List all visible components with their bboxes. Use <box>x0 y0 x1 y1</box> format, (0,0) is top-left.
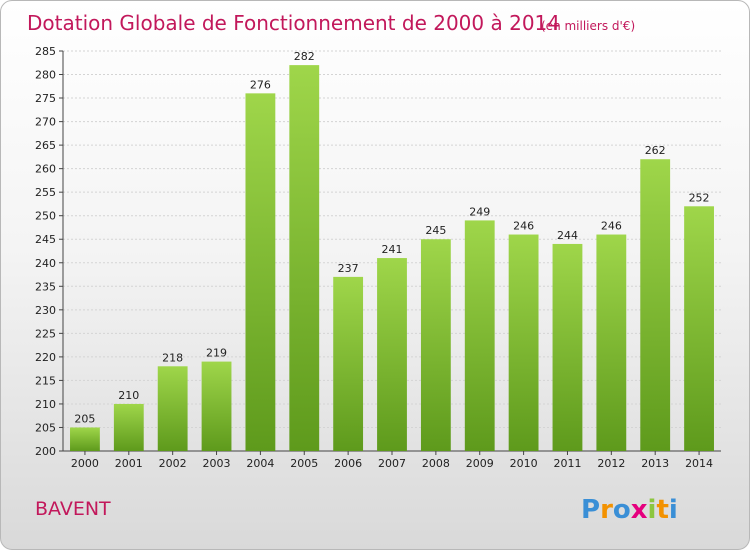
logo-letter: r <box>600 495 613 525</box>
x-tick-label-2001: 2001 <box>115 457 143 470</box>
value-label-2006: 237 <box>338 262 359 275</box>
x-tick-label-2000: 2000 <box>71 457 99 470</box>
bar-2009 <box>464 220 495 451</box>
value-label-2001: 210 <box>118 389 139 402</box>
y-tick-label: 215 <box>35 374 56 387</box>
y-tick-label: 240 <box>35 257 56 270</box>
proxiti-logo: Proxiti <box>581 495 678 525</box>
logo-letter: x <box>631 495 648 525</box>
x-tick-label-2011: 2011 <box>553 457 581 470</box>
y-tick-label: 285 <box>35 45 56 58</box>
x-tick-label-2013: 2013 <box>641 457 669 470</box>
chart-title: Dotation Globale de Fonctionnement de 20… <box>27 11 560 35</box>
value-label-2008: 245 <box>425 224 446 237</box>
value-labels: 205 210 218 219 276 282 237 241 245 249 246 244 246 2… <box>74 50 709 425</box>
y-tick-label: 270 <box>35 116 56 129</box>
x-tick-label-2007: 2007 <box>378 457 406 470</box>
bar-2001 <box>113 403 144 451</box>
y-tick-label: 255 <box>35 186 56 199</box>
y-tick-label: 265 <box>35 139 56 152</box>
bar-2013 <box>640 159 671 451</box>
x-tick-labels: 2000 2001 2002 2003 2004 2005 2006 2007 2008 2009… <box>71 457 713 470</box>
logo-letter: o <box>613 495 631 525</box>
bar-2003 <box>201 361 232 451</box>
logo-letter: t <box>656 495 668 525</box>
chart-subtitle: (en milliers d'€) <box>541 19 635 33</box>
y-tick-label: 205 <box>35 421 56 434</box>
x-tick-label-2005: 2005 <box>290 457 318 470</box>
y-tick-label: 250 <box>35 210 56 223</box>
y-tick-label: 200 <box>35 445 56 458</box>
y-tick-label: 245 <box>35 233 56 246</box>
x-tick-label-2014: 2014 <box>685 457 713 470</box>
bar-2006 <box>333 276 364 451</box>
y-tick-label: 225 <box>35 327 56 340</box>
value-label-2003: 219 <box>206 347 227 360</box>
value-label-2002: 218 <box>162 351 183 364</box>
bar-2000 <box>70 427 100 451</box>
gridlines <box>63 50 721 452</box>
value-label-2014: 252 <box>689 191 710 204</box>
bars <box>70 65 714 452</box>
x-tick-label-2008: 2008 <box>422 457 450 470</box>
value-label-2011: 244 <box>557 229 578 242</box>
value-label-2000: 205 <box>74 412 95 425</box>
y-tick-label: 280 <box>35 69 56 82</box>
bar-2010 <box>508 234 539 451</box>
x-tick-label-2010: 2010 <box>510 457 538 470</box>
x-tick-label-2004: 2004 <box>246 457 274 470</box>
x-tick-label-2003: 2003 <box>203 457 231 470</box>
x-tick-label-2002: 2002 <box>159 457 187 470</box>
x-tick-label-2006: 2006 <box>334 457 362 470</box>
bar-2007 <box>377 258 407 451</box>
value-label-2004: 276 <box>250 78 271 91</box>
commune-name: BAVENT <box>35 498 111 520</box>
y-tick-label: 230 <box>35 304 56 317</box>
value-label-2005: 282 <box>294 50 315 63</box>
bar-2004 <box>245 93 276 452</box>
value-label-2012: 246 <box>601 220 622 233</box>
logo-letter: i <box>669 495 678 525</box>
logo-letter: P <box>581 495 600 525</box>
x-tick-label-2012: 2012 <box>597 457 625 470</box>
bar-2002 <box>157 366 188 451</box>
y-tick-label: 210 <box>35 398 56 411</box>
value-label-2013: 262 <box>645 144 666 157</box>
y-tick-label: 220 <box>35 351 56 364</box>
value-label-2007: 241 <box>382 243 403 256</box>
bar-2005 <box>289 65 320 451</box>
y-tick-label: 235 <box>35 280 56 293</box>
bar-2014 <box>684 206 714 451</box>
bar-2012 <box>596 234 627 451</box>
value-label-2010: 246 <box>513 220 534 233</box>
y-tick-label: 260 <box>35 163 56 176</box>
bar-2008 <box>420 239 451 451</box>
x-tick-label-2009: 2009 <box>466 457 494 470</box>
value-label-2009: 249 <box>469 205 490 218</box>
y-tick-label: 275 <box>35 92 56 105</box>
logo-letter: i <box>648 495 657 525</box>
y-tick-labels: 200 205 210 215 220 225 230 235 240 245 250 255 260 2… <box>35 45 56 458</box>
bar-2011 <box>552 243 583 451</box>
